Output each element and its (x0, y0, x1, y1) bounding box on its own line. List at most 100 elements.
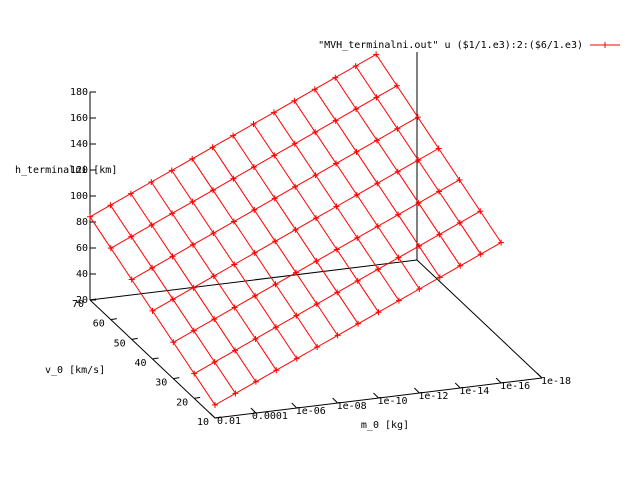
point (457, 262, 464, 269)
point (107, 202, 114, 209)
point (232, 390, 239, 397)
point (270, 109, 277, 116)
point (127, 190, 134, 197)
point (353, 191, 360, 198)
z-tick-label: 80 (76, 217, 88, 228)
point (272, 238, 279, 245)
point (374, 180, 381, 187)
z-tick-label: 100 (70, 191, 88, 202)
z-tick-label: 60 (76, 243, 88, 254)
point (169, 210, 176, 217)
point (169, 296, 176, 303)
y-tick-label: 60 (93, 319, 105, 330)
point (414, 114, 421, 121)
point (210, 230, 217, 237)
y-tick (214, 416, 222, 419)
y-tick-label: 30 (155, 378, 167, 389)
axis-line (89, 259, 418, 301)
point (291, 140, 298, 147)
point (477, 251, 484, 258)
point (87, 213, 93, 220)
point (333, 246, 340, 253)
point (436, 188, 443, 195)
point (292, 183, 299, 190)
point (373, 94, 380, 101)
x-tick-label: 1e-16 (500, 381, 530, 392)
point (333, 203, 340, 210)
point (230, 132, 237, 139)
point (292, 269, 299, 276)
point (149, 307, 156, 314)
point (415, 200, 422, 207)
point (252, 335, 259, 342)
point (352, 63, 359, 69)
point (189, 198, 196, 205)
point (395, 297, 402, 304)
point (148, 221, 155, 228)
point (354, 234, 361, 241)
point (436, 231, 443, 238)
point (211, 316, 218, 323)
point (251, 206, 258, 213)
point (353, 148, 360, 155)
point (354, 277, 361, 284)
point (353, 105, 360, 112)
point (210, 273, 217, 280)
z-tick-label: 120 (70, 165, 88, 176)
point (168, 167, 175, 174)
point (311, 86, 318, 93)
point (189, 155, 196, 162)
x-tick-label: 1e-14 (459, 386, 489, 397)
point (375, 309, 382, 316)
x-tick-label: 1e-06 (296, 406, 326, 417)
point (312, 129, 319, 136)
point (477, 208, 484, 215)
point (252, 292, 259, 299)
point (314, 344, 321, 350)
point (313, 301, 320, 308)
legend-swatch (602, 42, 608, 48)
axis-line (416, 259, 543, 379)
point (211, 359, 218, 366)
z-tick-label: 140 (70, 139, 88, 150)
point (313, 215, 319, 222)
x-tick (495, 377, 502, 384)
x-tick (414, 387, 420, 394)
point (210, 187, 217, 194)
point (271, 152, 278, 159)
point (374, 223, 381, 230)
y-tick-label: 10 (197, 417, 209, 428)
point (375, 266, 382, 273)
z-tick-label: 160 (70, 113, 88, 124)
point (313, 258, 320, 265)
point (394, 125, 401, 132)
point (312, 172, 319, 179)
x-tick (536, 372, 543, 379)
point (232, 347, 239, 354)
y-tick-label: 70 (72, 299, 84, 310)
x-tick (291, 402, 298, 409)
point (416, 286, 423, 292)
point (456, 176, 463, 183)
point (128, 276, 135, 283)
point (395, 254, 402, 261)
point (415, 243, 422, 250)
x-tick (209, 412, 216, 419)
y-tick (131, 337, 138, 340)
x-tick-label: 0.0001 (252, 411, 288, 422)
point (435, 145, 442, 152)
point (230, 175, 237, 182)
point (272, 281, 279, 288)
x-tick-label: 1e-10 (377, 396, 407, 407)
point (393, 82, 400, 89)
point (250, 121, 257, 127)
point (355, 320, 362, 327)
y-tick-label: 20 (176, 397, 188, 408)
point (293, 312, 300, 319)
point (415, 157, 422, 164)
point (191, 370, 198, 377)
point (456, 219, 463, 226)
point (230, 218, 237, 225)
x-tick-label: 0.01 (217, 416, 241, 427)
